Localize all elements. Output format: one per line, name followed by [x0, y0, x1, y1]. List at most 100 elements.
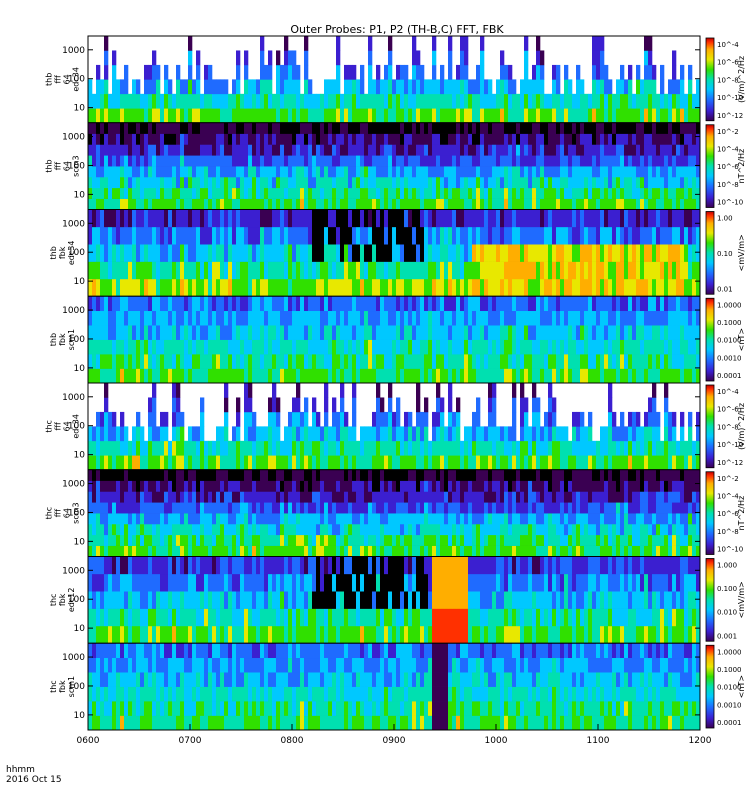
heatmap-cell: [296, 176, 301, 189]
heatmap-cell: [336, 455, 341, 471]
heatmap-cell: [532, 354, 537, 369]
heatmap-cell: [472, 368, 477, 384]
heatmap-cell: [424, 426, 429, 442]
heatmap-cell: [384, 93, 389, 109]
heatmap-cell: [616, 198, 621, 210]
heatmap-cell: [340, 426, 345, 442]
heatmap-cell: [164, 79, 169, 95]
heatmap-cell: [208, 176, 213, 189]
heatmap-cell: [340, 469, 345, 481]
heatmap-cell: [340, 166, 345, 178]
heatmap-cell: [520, 261, 525, 280]
heatmap-cell: [504, 122, 509, 134]
heatmap-cell: [384, 108, 389, 124]
heatmap-cell: [332, 198, 337, 210]
heatmap-cell: [672, 144, 677, 156]
heatmap-cell: [424, 502, 429, 514]
heatmap-cell: [560, 368, 565, 384]
heatmap-cell: [100, 491, 105, 503]
heatmap-cell: [384, 534, 389, 546]
heatmap-cell: [140, 545, 145, 557]
heatmap-cell: [456, 368, 461, 384]
heatmap-cell: [312, 513, 317, 525]
heatmap-cell: [328, 325, 333, 340]
heatmap-cell: [420, 339, 425, 355]
heatmap-cell: [216, 534, 221, 546]
heatmap-cell: [572, 166, 577, 178]
heatmap-cell: [172, 426, 177, 442]
heatmap-cell: [656, 261, 661, 280]
heatmap-cell: [212, 325, 217, 340]
heatmap-cell: [292, 523, 297, 536]
heatmap-cell: [324, 523, 329, 536]
heatmap-cell: [268, 64, 273, 80]
heatmap-cell: [688, 198, 693, 210]
heatmap-cell: [252, 108, 257, 124]
heatmap-cell: [232, 144, 237, 156]
heatmap-cell: [256, 426, 261, 442]
heatmap-cell: [160, 122, 165, 134]
heatmap-cell: [120, 440, 125, 456]
heatmap-cell: [472, 325, 477, 340]
heatmap-cell: [552, 397, 557, 413]
panel-label-line: fbk: [58, 333, 67, 346]
heatmap-cell: [540, 261, 545, 280]
heatmap-cell: [424, 176, 429, 189]
heatmap-cell: [476, 397, 481, 413]
heatmap-cell: [300, 545, 305, 557]
heatmap-cell: [384, 122, 389, 134]
heatmap-cell: [324, 187, 329, 199]
heatmap-cell: [488, 310, 493, 326]
heatmap-cell: [108, 411, 113, 427]
heatmap-cell: [116, 133, 121, 145]
heatmap-cell: [180, 534, 185, 546]
heatmap-cell: [116, 261, 121, 280]
heatmap-cell: [600, 64, 605, 80]
heatmap-cell: [184, 166, 189, 178]
heatmap-cell: [684, 296, 689, 312]
heatmap-cell: [156, 534, 161, 546]
heatmap-cell: [472, 198, 477, 210]
heatmap-cell: [620, 325, 625, 340]
heatmap-cell: [688, 440, 693, 456]
heatmap-cell: [244, 166, 249, 178]
heatmap-cell: [348, 296, 353, 312]
heatmap-cell: [184, 523, 189, 536]
heatmap-cell: [500, 144, 505, 156]
heatmap-cell: [256, 325, 261, 340]
heatmap-cell: [164, 469, 169, 481]
heatmap-cell: [380, 166, 385, 178]
heatmap-cell: [164, 133, 169, 145]
heatmap-cell: [424, 226, 429, 245]
heatmap-cell: [452, 133, 457, 145]
heatmap-cell: [424, 261, 429, 280]
heatmap-cell: [256, 261, 261, 280]
heatmap-cell: [272, 354, 277, 369]
heatmap-cell: [488, 339, 493, 355]
heatmap-cell: [448, 513, 453, 525]
heatmap-cell: [524, 226, 529, 245]
heatmap-cell: [192, 480, 197, 492]
heatmap-cell: [256, 166, 261, 178]
heatmap-cell: [168, 491, 173, 503]
heatmap-cell: [348, 455, 353, 471]
heatmap-cell: [184, 187, 189, 199]
heatmap-cell: [652, 198, 657, 210]
heatmap-cell: [516, 368, 521, 384]
heatmap-cell: [516, 176, 521, 189]
heatmap-cell: [256, 368, 261, 384]
heatmap-cell: [656, 93, 661, 109]
heatmap-cell: [328, 480, 333, 492]
heatmap-cell: [392, 176, 397, 189]
heatmap-cell: [140, 354, 145, 369]
heatmap-cell: [392, 426, 397, 442]
heatmap-cell: [364, 368, 369, 384]
heatmap-cell: [140, 261, 145, 280]
heatmap-cell: [336, 36, 341, 51]
heatmap-cell: [492, 278, 497, 297]
heatmap-cell: [564, 133, 569, 145]
heatmap-cell: [440, 469, 445, 481]
heatmap-cell: [556, 455, 561, 471]
heatmap-cell: [492, 534, 497, 546]
heatmap-cell: [472, 440, 477, 456]
